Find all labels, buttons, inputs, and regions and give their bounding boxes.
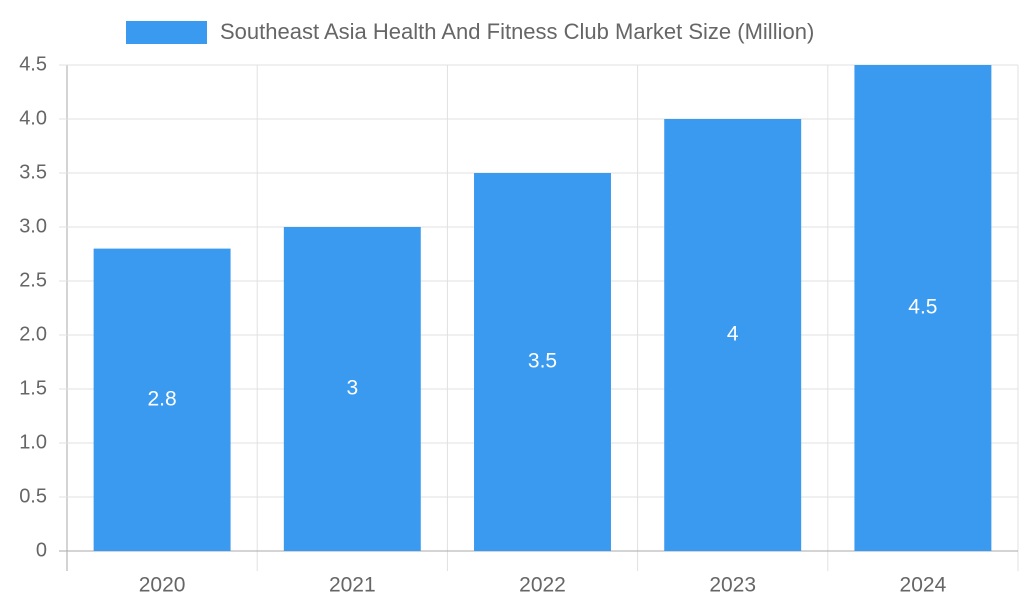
y-tick-label: 2.0 (19, 323, 47, 345)
x-tick-label: 2021 (329, 574, 376, 597)
bar (283, 227, 421, 551)
bar (664, 119, 802, 551)
legend-label: Southeast Asia Health And Fitness Club M… (220, 19, 814, 44)
bar (854, 65, 992, 551)
x-tick-label: 2024 (900, 574, 947, 597)
x-tick-label: 2022 (519, 574, 566, 597)
legend-swatch (126, 21, 207, 44)
x-tick-label: 2020 (139, 574, 186, 597)
data-label: 2.8 (147, 387, 176, 410)
data-label: 4 (727, 323, 739, 346)
data-label: 3.5 (528, 350, 557, 373)
y-tick-label: 4.5 (19, 53, 47, 75)
y-tick-label: 4.0 (19, 107, 47, 129)
bar (474, 173, 611, 551)
data-label: 3 (346, 377, 358, 400)
y-tick-label: 0 (36, 539, 47, 561)
y-tick-label: 3.5 (19, 161, 47, 183)
data-label: 4.5 (908, 296, 937, 319)
bar (93, 248, 231, 551)
y-tick-label: 0.5 (19, 485, 47, 507)
y-tick-label: 1.0 (19, 431, 47, 453)
y-tick-label: 1.5 (19, 377, 47, 399)
y-tick-label: 2.5 (19, 269, 47, 291)
x-tick-label: 2023 (709, 574, 756, 597)
y-tick-label: 3.0 (19, 215, 47, 237)
